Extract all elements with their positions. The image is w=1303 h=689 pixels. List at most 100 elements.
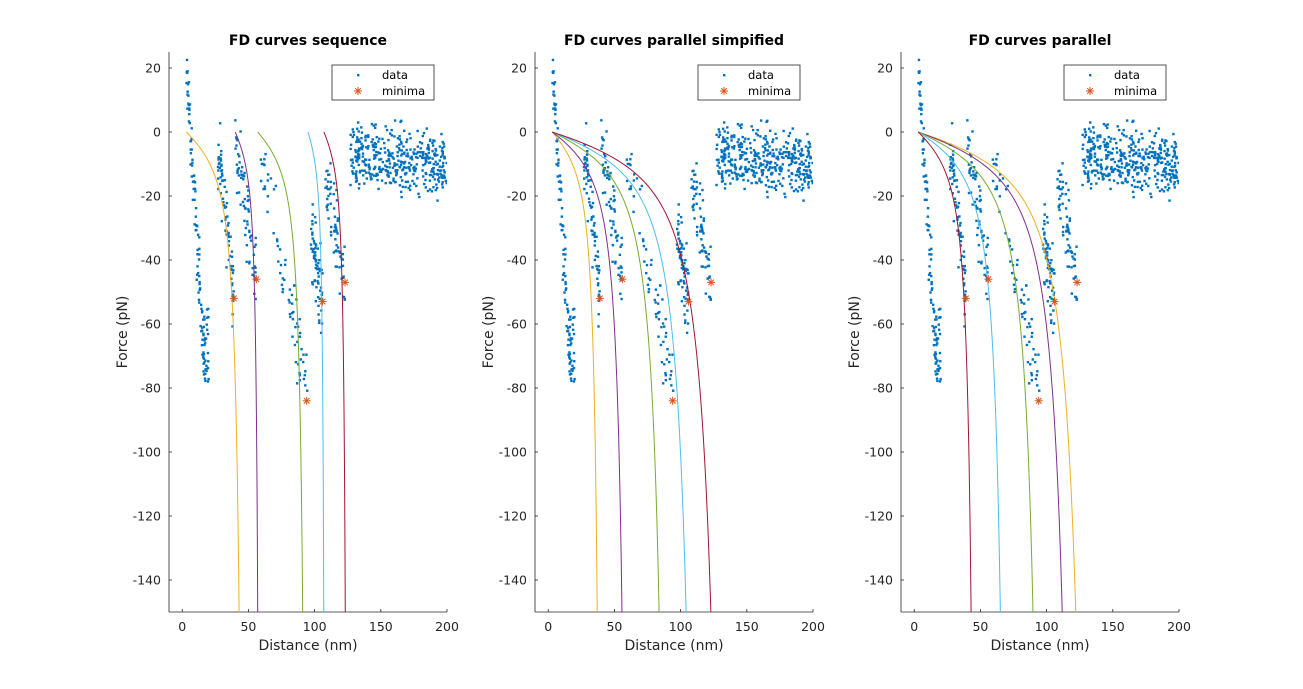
data-point — [242, 204, 246, 208]
data-point — [1170, 159, 1173, 162]
data-point — [1087, 170, 1090, 173]
data-point — [195, 273, 199, 276]
data-point — [207, 315, 210, 319]
data-point — [358, 140, 362, 143]
data-point — [569, 343, 572, 347]
data-point — [1064, 182, 1068, 185]
data-point — [937, 367, 940, 371]
data-point — [355, 139, 359, 142]
data-point — [1109, 187, 1112, 191]
data-point — [379, 170, 383, 174]
data-point — [245, 260, 248, 264]
data-point — [571, 323, 574, 326]
data-point — [1049, 304, 1052, 308]
data-point — [206, 366, 210, 370]
data-point — [398, 149, 401, 152]
data-point — [203, 318, 206, 321]
data-point — [351, 135, 355, 139]
data-point — [1142, 158, 1146, 161]
data-point — [603, 166, 607, 170]
x-tick-label: 0 — [544, 619, 552, 634]
data-point — [306, 389, 309, 392]
data-point — [789, 156, 792, 160]
data-point — [1099, 165, 1103, 169]
data-point — [573, 377, 576, 381]
data-point — [360, 126, 363, 129]
data-point — [334, 238, 337, 241]
data-point — [372, 167, 376, 171]
data-point — [983, 266, 986, 270]
data-point — [1096, 171, 1100, 174]
data-point — [1046, 266, 1049, 270]
x-tick-label: 100 — [303, 619, 327, 634]
data-point — [293, 284, 296, 287]
data-point — [774, 161, 777, 165]
data-point — [1022, 293, 1026, 297]
data-point — [569, 337, 573, 340]
data-point — [1034, 377, 1038, 381]
data-point — [1141, 137, 1144, 140]
data-point — [604, 155, 607, 158]
data-point — [923, 161, 926, 164]
data-point — [442, 142, 445, 145]
data-point — [718, 133, 722, 137]
data-point — [778, 151, 781, 154]
data-point — [204, 359, 207, 362]
data-point — [769, 152, 772, 155]
data-point — [983, 273, 986, 277]
data-point — [1125, 135, 1128, 138]
data-point — [771, 148, 774, 152]
data-point — [975, 206, 979, 210]
data-point — [199, 324, 202, 328]
data-point — [1163, 141, 1166, 145]
data-point — [220, 219, 223, 223]
data-point — [923, 198, 927, 202]
data-point — [1087, 179, 1091, 182]
data-point — [731, 177, 735, 180]
data-point — [976, 226, 980, 230]
data-point — [938, 366, 942, 370]
data-point — [327, 173, 330, 176]
data-point — [203, 337, 207, 340]
data-point — [1093, 144, 1097, 148]
data-point — [686, 293, 690, 297]
data-point — [413, 148, 416, 151]
data-point — [775, 148, 778, 151]
data-point — [798, 162, 801, 166]
data-point — [1067, 265, 1071, 268]
data-point — [677, 219, 680, 223]
data-point — [790, 186, 793, 189]
data-point — [959, 234, 962, 237]
data-point — [717, 135, 721, 139]
data-point — [951, 159, 955, 162]
data-point — [724, 171, 728, 174]
data-point — [727, 169, 730, 172]
data-point — [425, 127, 428, 130]
data-point — [922, 175, 925, 178]
data-point — [715, 133, 718, 137]
data-point — [402, 161, 405, 164]
data-point — [586, 172, 590, 175]
data-point — [757, 156, 760, 159]
minima-marker — [595, 294, 604, 303]
data-point — [693, 194, 696, 198]
data-point — [1084, 133, 1088, 137]
data-point — [1101, 175, 1104, 178]
data-point — [785, 147, 789, 150]
data-point — [742, 178, 745, 182]
data-point — [373, 141, 377, 145]
data-point — [666, 347, 669, 351]
data-point — [202, 357, 206, 360]
data-point — [591, 201, 595, 205]
data-point — [1065, 215, 1069, 218]
data-point — [1127, 172, 1130, 175]
data-point — [1137, 140, 1140, 144]
data-point — [205, 323, 208, 326]
fit-curve — [323, 131, 346, 612]
data-point — [565, 303, 569, 307]
data-point — [351, 161, 355, 164]
data-point — [967, 163, 971, 166]
data-point — [726, 126, 729, 129]
data-point — [1089, 187, 1093, 190]
